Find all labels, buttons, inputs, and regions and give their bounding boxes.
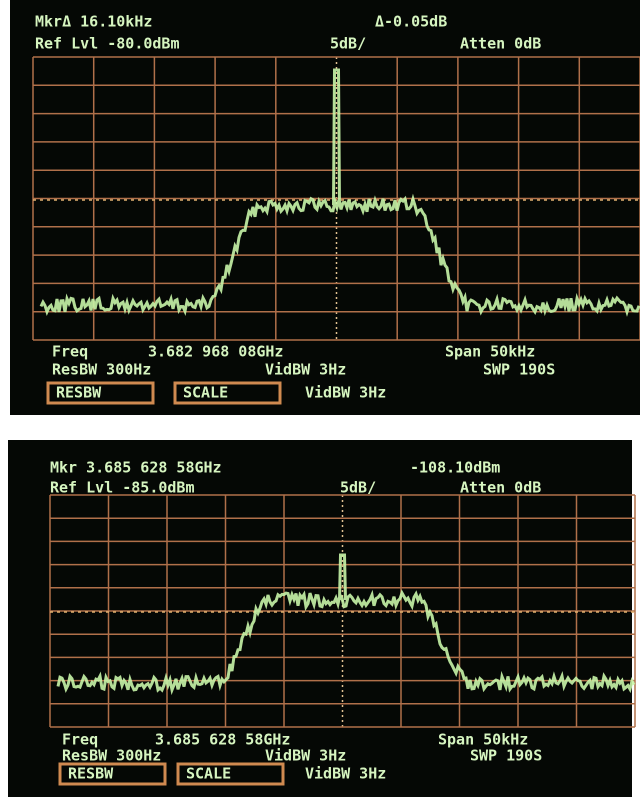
softkey: RESBW: [56, 384, 102, 402]
center-freq: 3.682 968 08GHz: [148, 343, 283, 361]
softkey: RESBW: [68, 765, 114, 783]
freq-label: Freq: [52, 343, 88, 361]
analyzer-screen: Mkr 3.685 628 58GHz -108.10dBm Ref Lvl -85…: [8, 440, 635, 797]
page: {"screens": [ {"header": {"marker": "Mkr…: [0, 0, 640, 797]
sweep-time: SWP 190S: [483, 361, 555, 379]
softkey: VidBW 3Hz: [305, 384, 386, 402]
ref-level: Ref Lvl -85.0dBm: [50, 479, 195, 497]
softkey: SCALE: [183, 384, 228, 402]
res-bw: ResBW 300Hz: [52, 361, 151, 379]
marker-readout: MkrΔ 16.10kHz: [35, 13, 152, 31]
softkey: VidBW 3Hz: [305, 765, 386, 783]
screens: MkrΔ 16.10kHz Δ-0.05dB Ref Lvl -80.0dBm 5dB…: [0, 0, 640, 797]
marker-value: -108.10dBm: [410, 459, 500, 477]
screen-background: [10, 0, 640, 415]
marker-value: Δ-0.05dB: [375, 13, 447, 31]
vid-bw: VidBW 3Hz: [265, 361, 346, 379]
vid-bw: VidBW 3Hz: [265, 747, 346, 765]
scale: 5dB/: [340, 479, 376, 497]
res-bw: ResBW 300Hz: [62, 747, 161, 765]
ref-level: Ref Lvl -80.0dBm: [35, 35, 180, 53]
attenuation: Atten 0dB: [460, 479, 541, 497]
softkey: SCALE: [186, 765, 231, 783]
marker-readout: Mkr 3.685 628 58GHz: [50, 459, 222, 477]
analyzer-screen: MkrΔ 16.10kHz Δ-0.05dB Ref Lvl -80.0dBm 5dB…: [10, 0, 640, 415]
attenuation: Atten 0dB: [460, 35, 541, 53]
scale: 5dB/: [330, 35, 366, 53]
sweep-time: SWP 190S: [470, 747, 542, 765]
span: Span 50kHz: [445, 343, 535, 361]
